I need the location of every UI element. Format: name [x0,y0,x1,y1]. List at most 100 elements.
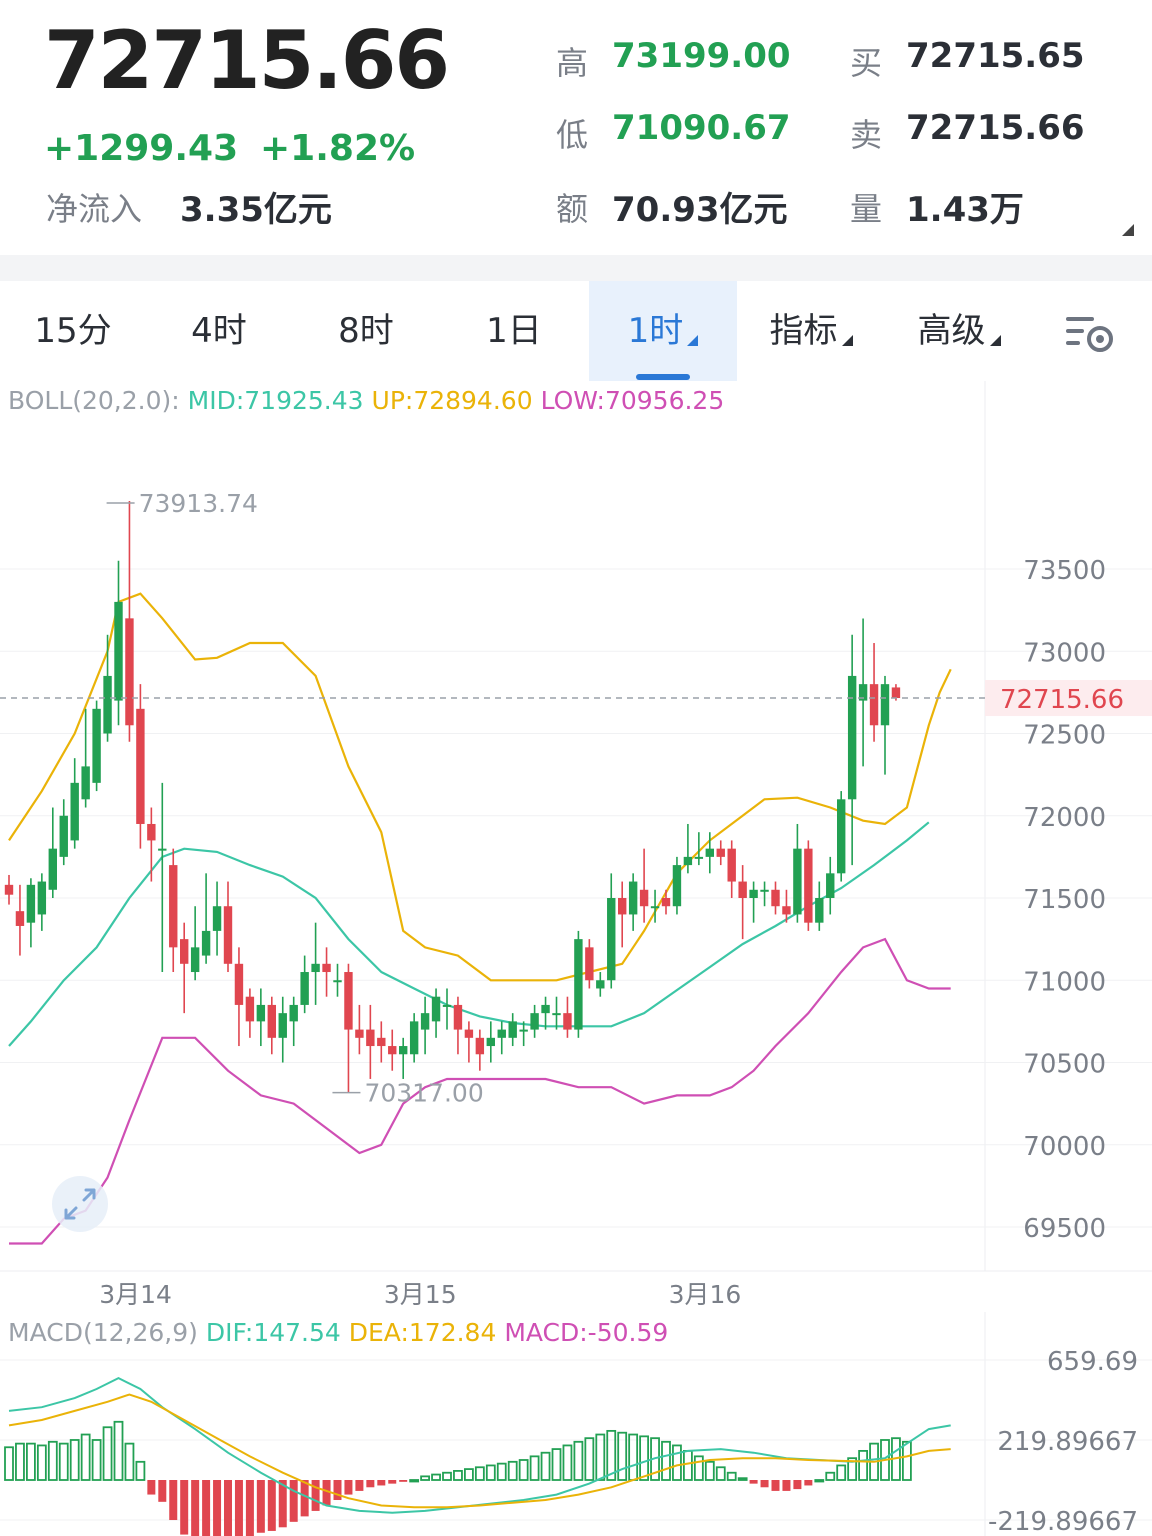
candle-body [727,848,736,882]
candlestick-chart[interactable]: 73500 73000 72500 72000 71500 71000 70500 70000… [0,381,1152,1311]
macd-bar [278,1480,287,1528]
candle-body [618,898,627,915]
macd-bar [540,1451,551,1481]
chart-settings-icon [1066,316,1113,352]
tab-label: 8时 [338,311,394,351]
candle-body [574,939,583,1030]
macd-bar [639,1435,649,1481]
candle-body [245,996,255,1022]
candle-body [672,865,682,907]
macd-bar [431,1473,441,1481]
candle-body [388,1046,397,1055]
candle-body [267,1004,276,1038]
candle-body [70,782,79,841]
y-tick-label: 73500 [1023,556,1106,586]
macd-bar [388,1480,397,1484]
macd-bar [518,1459,529,1481]
candle-body [289,1004,298,1022]
macd-bar [135,1460,146,1481]
macd-bar [782,1480,791,1491]
macd-bar [693,1455,704,1481]
macd-bar [355,1480,364,1491]
expand-chart-button[interactable] [52,1176,108,1232]
macd-bar [760,1480,769,1488]
tab-8h[interactable]: 8时 [292,281,440,381]
boll-legend-low: LOW:70956.25 [540,386,725,415]
candle-body [837,799,846,874]
candle-body [180,939,189,964]
boll-legend: BOLL(20,2.0): MID:71925.43 UP:72894.60 L… [8,386,724,415]
dropdown-icon [841,335,853,346]
candle-body [311,963,320,973]
candle-body [552,1013,561,1016]
macd-bar [562,1444,573,1481]
boll-legend-up: UP:72894.60 [371,386,533,415]
candle-body [628,881,638,915]
candle-body [420,1013,430,1030]
macd-chart[interactable]: 659.69 219.89667 -219.89667 [0,1312,1152,1536]
candle-body [453,1004,463,1030]
macd-bar [322,1480,331,1506]
tab-4h[interactable]: 4时 [146,281,292,381]
macd-bar [902,1440,912,1481]
last-price: 72715.66 [44,14,450,107]
candle-body [114,601,123,701]
price-change: +1299.43 [44,128,239,169]
candle-body [431,996,441,1022]
candle-body [322,963,331,973]
candle-body [771,889,780,907]
macd-bar [344,1480,353,1495]
y-tick-label: 72000 [1023,803,1106,833]
candle-body [26,884,36,923]
y-tick-label: 70500 [1023,1050,1106,1080]
tab-label: 15分 [34,311,112,351]
macd-bar [617,1431,628,1481]
tab-label: 1时 [627,311,684,351]
dropdown-icon [989,335,1001,346]
candle-body [585,947,594,981]
candle-body [880,684,890,726]
macd-bar [496,1462,507,1481]
candle-body [366,1029,375,1047]
macd-bar [213,1480,222,1536]
macd-bar [25,1442,36,1481]
tab-1d[interactable]: 1日 [440,281,588,381]
macd-bar [463,1468,474,1481]
macd-bar [749,1480,758,1484]
candle-body [81,766,90,800]
tab-15min[interactable]: 15分 [0,281,146,381]
macd-bar [180,1480,189,1535]
macd-bar [289,1480,298,1522]
macd-bar [124,1442,135,1481]
macd-bar [683,1449,693,1481]
candle-body [15,911,25,926]
macd-bar [551,1448,562,1481]
price-change-pct: +1.82% [260,128,416,169]
candle-body [234,963,244,1005]
candle-body [596,980,605,989]
macd-bar [858,1449,868,1481]
candle-body [442,1004,452,1007]
candle-body [59,815,68,857]
netflow-label: 净流入 [46,190,143,228]
tab-1h[interactable]: 1时 [589,281,737,381]
boll-legend-mid: MID:71925.43 [187,386,364,415]
macd-bar [485,1464,496,1481]
candle-body [300,972,309,1005]
chart-settings-button[interactable] [1040,281,1140,381]
tab-label: 高级 [917,311,986,351]
tab-advanced[interactable]: 高级 [885,281,1033,381]
candle-body [694,856,704,859]
tab-indicators[interactable]: 指标 [737,281,885,381]
macd-bar [453,1470,463,1481]
expand-quote-icon[interactable] [1122,224,1134,236]
last-price-tag [985,680,1152,717]
macd-bar [234,1480,243,1536]
bid-value: 72715.65 [906,36,1085,76]
amount-value: 70.93亿元 [612,190,788,230]
candle-body [826,873,835,898]
x-tick-label: 3月14 [99,1280,172,1309]
x-tick-label: 3月16 [669,1280,742,1309]
macd-bar [147,1480,156,1495]
macd-bar [333,1480,342,1501]
